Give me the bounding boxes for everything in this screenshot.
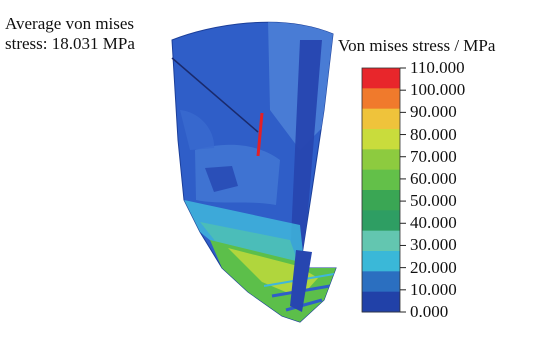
legend-band-1 bbox=[362, 88, 400, 110]
legend-band-8 bbox=[362, 230, 400, 252]
legend-title: Von mises stress / MPa bbox=[338, 36, 496, 55]
turbine-blade-model bbox=[171, 21, 337, 323]
legend-band-11 bbox=[362, 291, 400, 313]
legend-color-bar bbox=[361, 67, 401, 313]
legend-tick-label: 50.000 bbox=[410, 191, 457, 211]
legend-tick-label: 110.000 bbox=[410, 58, 465, 77]
legend-band-9 bbox=[362, 251, 400, 272]
legend-band-5 bbox=[362, 169, 400, 191]
blade-patch-2 bbox=[205, 166, 238, 192]
legend-tick-label: 0.000 bbox=[410, 302, 449, 321]
max-stress-marker bbox=[256, 112, 264, 157]
legend-band-2 bbox=[362, 108, 400, 130]
legend-tick-label: 30.000 bbox=[410, 235, 457, 255]
legend-band-4 bbox=[362, 149, 400, 171]
root-serration-3 bbox=[285, 298, 323, 312]
legend-tick-label: 60.000 bbox=[410, 168, 457, 188]
legend-tick-label: 10.000 bbox=[410, 279, 457, 299]
legend-tick-label: 40.000 bbox=[410, 213, 457, 233]
legend-tick-label: 90.000 bbox=[410, 102, 457, 122]
annotation-text-line-2: stress: 18.031 MPa bbox=[5, 34, 135, 53]
legend-band-6 bbox=[362, 190, 400, 211]
legend-tick-marks bbox=[400, 67, 406, 313]
blade-edge-dark bbox=[290, 40, 322, 260]
annotation-leader-line bbox=[171, 57, 259, 133]
legend-tick-label: 80.000 bbox=[410, 124, 457, 144]
legend-frame bbox=[361, 67, 401, 313]
legend-band-0 bbox=[362, 68, 400, 89]
legend-tick-label: 100.000 bbox=[410, 80, 466, 100]
annotation-text-line-1: Average von mises bbox=[5, 14, 135, 33]
legend-tick-label: 70.000 bbox=[410, 146, 457, 166]
blade-platform-strip bbox=[290, 250, 312, 312]
legend-band-3 bbox=[362, 129, 400, 150]
legend-band-10 bbox=[362, 271, 400, 293]
blade-patch-3 bbox=[180, 110, 215, 150]
legend-band-7 bbox=[362, 210, 400, 232]
legend-tick-label: 20.000 bbox=[410, 257, 457, 277]
